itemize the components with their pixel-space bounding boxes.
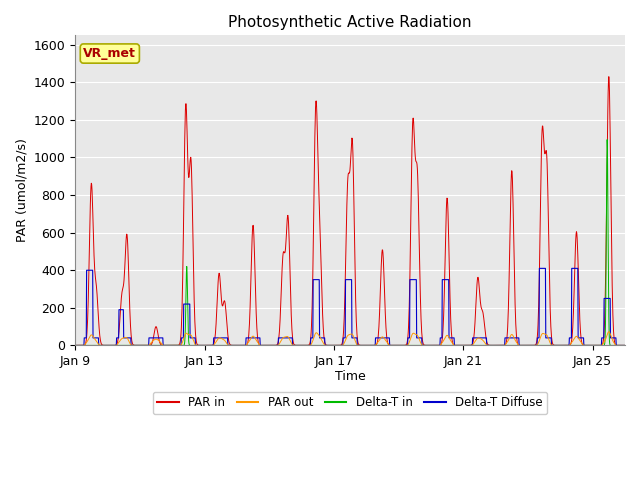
PAR out <box>71 343 79 348</box>
Delta-T Diffuse <box>193 343 201 348</box>
Delta-T Diffuse <box>621 343 629 348</box>
PAR in <box>605 74 612 80</box>
Delta-T in <box>209 343 216 348</box>
Delta-T in <box>367 343 374 348</box>
PAR in <box>500 342 508 348</box>
Title: Photosynthetic Active Radiation: Photosynthetic Active Radiation <box>228 15 472 30</box>
Delta-T Diffuse <box>367 343 374 348</box>
Delta-T Diffuse <box>86 267 94 273</box>
PAR in <box>71 343 79 348</box>
Delta-T in <box>604 137 611 143</box>
PAR in <box>193 341 201 347</box>
PAR out <box>367 343 374 348</box>
Line: Delta-T in: Delta-T in <box>75 140 625 346</box>
Delta-T Diffuse <box>536 265 543 271</box>
PAR in <box>209 342 216 348</box>
Delta-T Diffuse <box>209 343 216 348</box>
Delta-T in <box>86 343 94 348</box>
Delta-T Diffuse <box>162 343 170 348</box>
PAR out <box>621 343 629 348</box>
PAR in <box>162 343 170 348</box>
PAR out <box>605 329 612 335</box>
Line: Delta-T Diffuse: Delta-T Diffuse <box>75 268 625 346</box>
PAR out <box>193 343 201 348</box>
Delta-T in <box>71 343 79 348</box>
X-axis label: Time: Time <box>335 370 365 383</box>
Delta-T in <box>500 343 508 348</box>
Y-axis label: PAR (umol/m2/s): PAR (umol/m2/s) <box>15 138 28 242</box>
PAR in <box>621 343 629 348</box>
PAR out <box>162 343 170 348</box>
Line: PAR in: PAR in <box>75 77 625 346</box>
Delta-T Diffuse <box>71 343 79 348</box>
PAR in <box>86 202 94 208</box>
Delta-T Diffuse <box>500 343 508 348</box>
Text: VR_met: VR_met <box>83 47 136 60</box>
Legend: PAR in, PAR out, Delta-T in, Delta-T Diffuse: PAR in, PAR out, Delta-T in, Delta-T Dif… <box>153 392 547 414</box>
PAR in <box>367 343 374 348</box>
PAR out <box>500 343 508 348</box>
Delta-T in <box>193 343 201 348</box>
PAR out <box>209 343 216 348</box>
Delta-T in <box>621 343 629 348</box>
PAR out <box>86 333 94 338</box>
Delta-T in <box>162 343 170 348</box>
Line: PAR out: PAR out <box>75 332 625 346</box>
